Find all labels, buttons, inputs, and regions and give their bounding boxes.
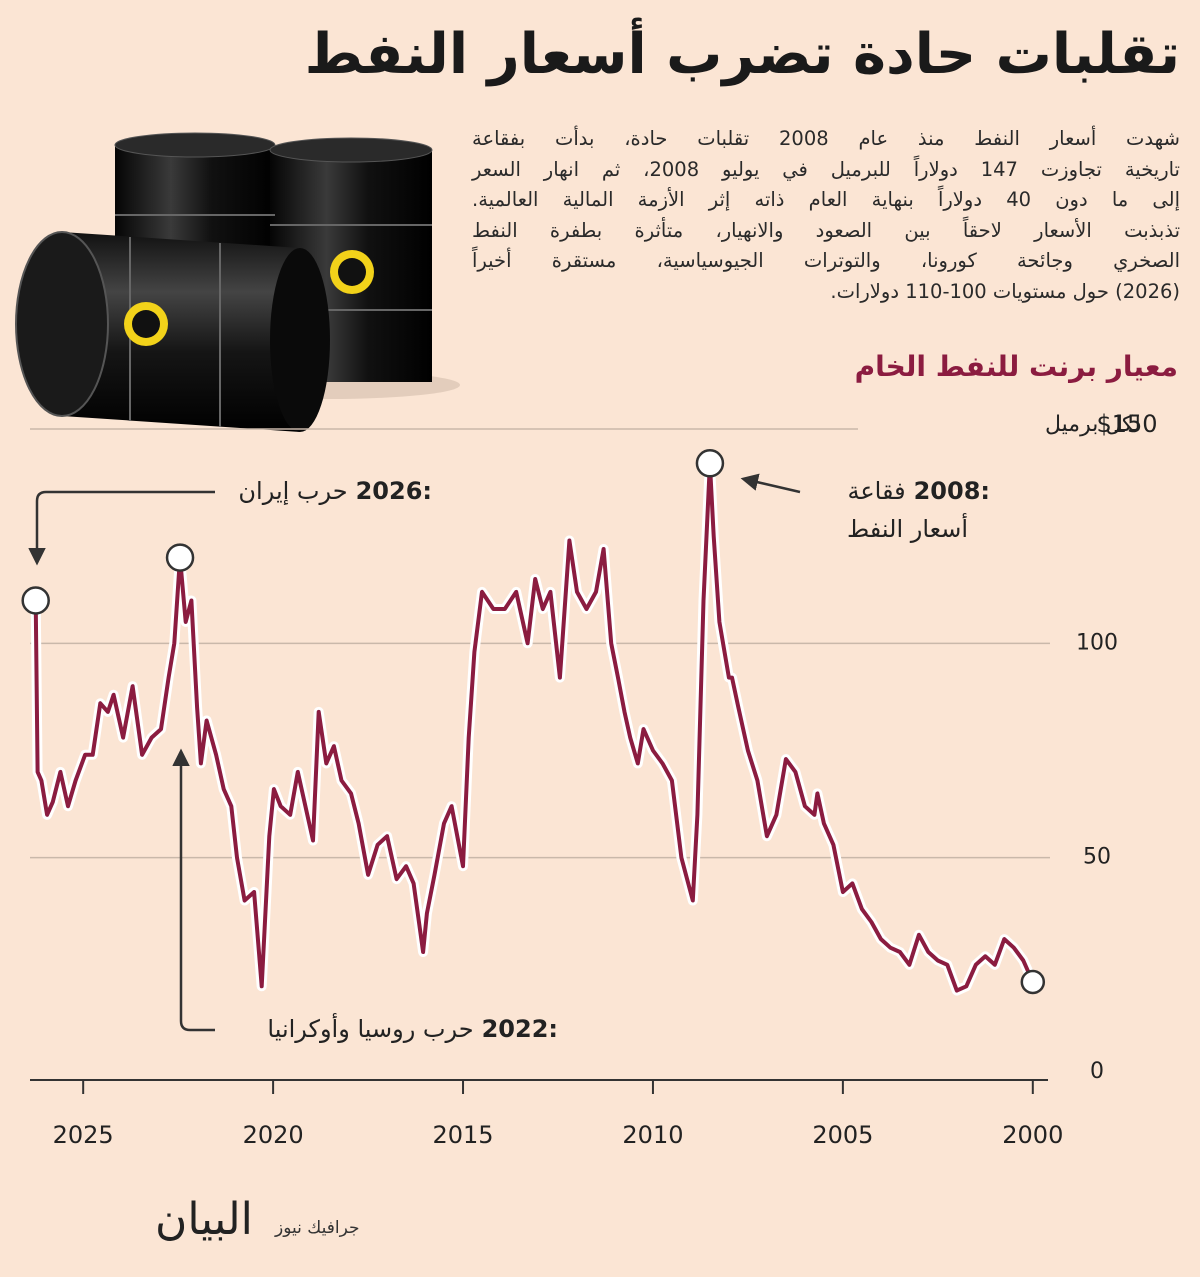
title: تقلبات حادة تضرب أسعار النفط: [304, 22, 1180, 87]
annotation-label: 2008:: [914, 477, 990, 505]
y-tick-label: 50: [1083, 845, 1111, 870]
x-tick-label: 2005: [812, 1121, 873, 1149]
description-line: إلى ما دون 40 دولاراً بنهاية العام ذاته …: [472, 188, 1181, 211]
description-line: تاريخية تجاوزت 147 دولاراً للبرميل في يو…: [472, 157, 1180, 181]
annotation-point: [21, 586, 50, 615]
annotation-text: فقاعة: [847, 477, 905, 505]
annotations: 2008: فقاعة أسعار النفط 2026: حرب إيران 2022:…: [28, 473, 990, 1043]
y-tick-label: 0: [1090, 1059, 1104, 1084]
annotation-text: أسعار النفط: [847, 513, 968, 543]
description-line: (2026) حول مستويات 100-110 دولارات.: [830, 279, 1180, 303]
annotation-text: حرب إيران: [238, 477, 347, 506]
annotation-label: 2026:: [356, 477, 432, 505]
plot: [21, 449, 1046, 996]
annotation-point: [165, 543, 195, 572]
annotation-text: حرب روسيا وأوكرانيا: [267, 1013, 473, 1043]
y-tick-label: $150: [1096, 410, 1157, 438]
y-axis-unit: لكل برميل: [1045, 412, 1141, 437]
source: جرافيك نيوز: [274, 1218, 359, 1238]
annotation-arrow: [740, 473, 801, 494]
y-tick-label: 100: [1076, 630, 1118, 655]
annotation-point: [695, 449, 725, 478]
description-line: تذبذبت الأسعار لاحقاً بين الصعود والانهي…: [472, 218, 1180, 242]
annotation-arrow: [28, 490, 215, 566]
end-point: [1020, 969, 1046, 995]
price-line: [33, 461, 1035, 993]
annotation-arrow: [172, 748, 215, 1032]
grid: [30, 428, 1050, 859]
x-tick-label: 2015: [432, 1121, 493, 1149]
brand-logo: البيان: [155, 1194, 253, 1245]
x-tick-label: 2020: [243, 1121, 304, 1149]
x-tick-label: 2025: [53, 1121, 114, 1149]
barrels-illustration: [15, 132, 460, 432]
x-tick-label: 2000: [1002, 1121, 1063, 1149]
description: شهدت أسعار النفط منذ عام 2008 تقلبات حاد…: [472, 124, 1180, 307]
subtitle: معيار برنت للنفط الخام: [854, 350, 1178, 383]
x-tick-label: 2010: [622, 1121, 683, 1149]
description-line: شهدت أسعار النفط منذ عام 2008 تقلبات حاد…: [472, 127, 1180, 150]
description-line: الصخري وجائحة كورونا، والتوترات الجيوسيا…: [472, 249, 1180, 272]
annotation-label: 2022:: [482, 1015, 558, 1043]
axes: 0 50 100 $150 2000 2005 2010 2015 2020 2025: [30, 410, 1158, 1149]
